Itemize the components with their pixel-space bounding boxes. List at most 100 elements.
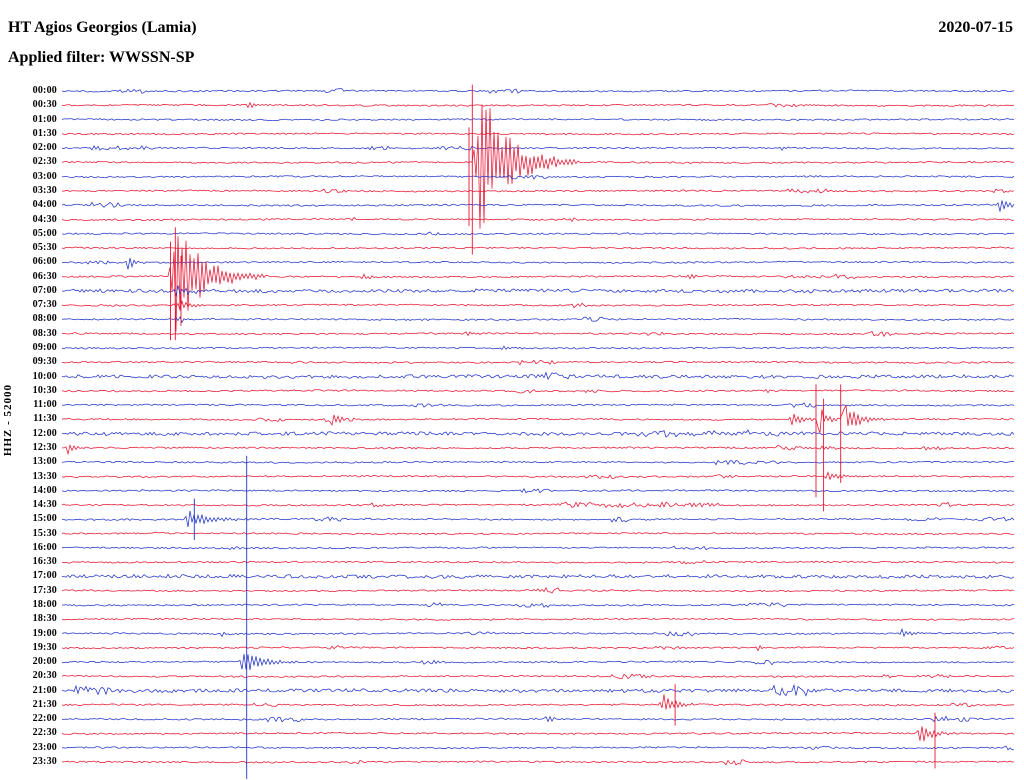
- time-label-18:30: 18:30: [32, 613, 57, 625]
- time-label-03:30: 03:30: [32, 184, 57, 196]
- trace-row-09:00: [61, 345, 1015, 350]
- time-label-14:00: 14:00: [32, 484, 57, 496]
- time-label-13:30: 13:30: [32, 470, 57, 482]
- trace-row-14:00: [61, 488, 1015, 494]
- trace-row-02:00: [61, 145, 1015, 151]
- time-label-22:00: 22:00: [32, 713, 57, 725]
- time-label-23:00: 23:00: [32, 741, 57, 753]
- trace-row-18:30: [61, 617, 1014, 621]
- time-label-12:30: 12:30: [32, 441, 57, 453]
- date-label: 2020-07-15: [938, 19, 1013, 36]
- time-label-00:00: 00:00: [32, 85, 57, 96]
- trace-row-05:30: [61, 246, 1015, 250]
- trace-row-18:00: [62, 602, 1015, 608]
- filter-label: Applied filter: WWSSN-SP: [8, 49, 195, 66]
- trace-row-09:30: [61, 359, 1015, 366]
- trace-row-03:30: [61, 188, 1015, 194]
- time-label-11:30: 11:30: [33, 413, 57, 425]
- time-label-06:30: 06:30: [32, 270, 57, 282]
- trace-row-06:00: [61, 257, 1015, 270]
- time-label-17:30: 17:30: [32, 584, 57, 596]
- trace-row-04:30: [61, 216, 1015, 222]
- time-label-12:00: 12:00: [32, 427, 57, 439]
- trace-row-12:30: [62, 444, 1015, 456]
- time-label-07:30: 07:30: [32, 299, 57, 311]
- trace-row-21:30: [61, 694, 1015, 710]
- time-label-07:00: 07:00: [32, 284, 57, 296]
- trace-row-20:30: [61, 673, 1015, 680]
- trace-row-01:00: [61, 118, 1015, 122]
- time-label-08:00: 08:00: [32, 313, 57, 325]
- trace-row-16:00: [61, 545, 1015, 551]
- trace-row-19:30: [61, 645, 1015, 652]
- time-label-05:30: 05:30: [32, 242, 57, 253]
- time-label-11:00: 11:00: [33, 399, 57, 411]
- time-label-02:30: 02:30: [32, 156, 57, 168]
- time-label-21:00: 21:00: [32, 684, 57, 696]
- trace-row-22:30: [61, 726, 1015, 742]
- trace-row-08:30: [61, 331, 1015, 338]
- time-label-08:30: 08:30: [32, 327, 57, 339]
- trace-row-12:00: [61, 429, 1015, 438]
- trace-row-15:30: [61, 532, 1015, 536]
- time-label-15:30: 15:30: [32, 527, 57, 539]
- trace-row-15:00: [61, 510, 1015, 527]
- trace-row-20:00: [61, 653, 1015, 671]
- time-label-17:00: 17:00: [32, 570, 57, 582]
- trace-row-19:00: [61, 628, 1015, 638]
- time-label-22:30: 22:30: [32, 727, 57, 739]
- trace-row-05:00: [61, 231, 1015, 236]
- trace-row-08:00: [61, 316, 1015, 324]
- trace-row-16:30: [61, 559, 1015, 565]
- time-label-04:30: 04:30: [32, 213, 57, 225]
- time-label-10:00: 10:00: [32, 370, 57, 382]
- trace-row-17:30: [61, 587, 1015, 594]
- trace-row-01:30: [61, 132, 1015, 136]
- time-label-05:00: 05:00: [32, 227, 57, 239]
- trace-row-11:00: [61, 402, 1015, 408]
- trace-row-23:30: [61, 759, 1015, 766]
- time-label-19:30: 19:30: [32, 641, 57, 653]
- time-label-03:00: 03:00: [32, 170, 57, 182]
- time-label-16:30: 16:30: [32, 556, 57, 568]
- time-label-02:00: 02:00: [32, 142, 57, 154]
- time-label-09:00: 09:00: [32, 342, 57, 353]
- time-label-21:30: 21:30: [32, 698, 57, 710]
- time-label-13:00: 13:00: [32, 456, 57, 468]
- station-title: HT Agios Georgios (Lamia): [8, 19, 197, 36]
- trace-row-23:00: [61, 745, 1014, 751]
- trace-row-21:00: [61, 683, 1015, 697]
- trace-row-10:30: [61, 389, 1015, 394]
- trace-row-00:30: [61, 101, 1015, 109]
- time-label-14:30: 14:30: [32, 499, 57, 510]
- trace-row-13:00: [61, 459, 1015, 466]
- trace-row-00:00: [61, 88, 1015, 94]
- trace-row-17:00: [61, 573, 1015, 579]
- time-label-00:30: 00:30: [32, 99, 57, 111]
- time-label-20:00: 20:00: [32, 656, 57, 668]
- trace-row-22:00: [61, 715, 1014, 723]
- time-label-19:00: 19:00: [32, 627, 57, 639]
- time-label-20:30: 20:30: [32, 670, 57, 682]
- time-label-16:00: 16:00: [32, 541, 57, 553]
- time-label-01:00: 01:00: [32, 113, 57, 125]
- trace-row-04:00: [61, 200, 1015, 212]
- trace-row-13:30: [61, 471, 1015, 481]
- time-label-09:30: 09:30: [32, 356, 57, 368]
- trace-row-14:30: [61, 501, 1015, 509]
- time-label-15:00: 15:00: [32, 513, 57, 525]
- trace-row-11:30: [61, 404, 1015, 433]
- time-label-23:30: 23:30: [32, 756, 57, 767]
- time-label-06:00: 06:00: [32, 256, 57, 268]
- trace-row-07:30: [61, 299, 1014, 312]
- trace-row-10:00: [61, 371, 1015, 381]
- time-label-10:30: 10:30: [32, 384, 57, 396]
- time-label-18:00: 18:00: [32, 599, 57, 610]
- trace-row-03:00: [61, 174, 1015, 180]
- trace-row-06:30: [61, 236, 1015, 332]
- time-label-04:00: 04:00: [32, 199, 57, 211]
- trace-row-07:00: [61, 285, 1015, 298]
- time-label-01:30: 01:30: [32, 127, 57, 139]
- trace-row-02:30: [61, 104, 1015, 229]
